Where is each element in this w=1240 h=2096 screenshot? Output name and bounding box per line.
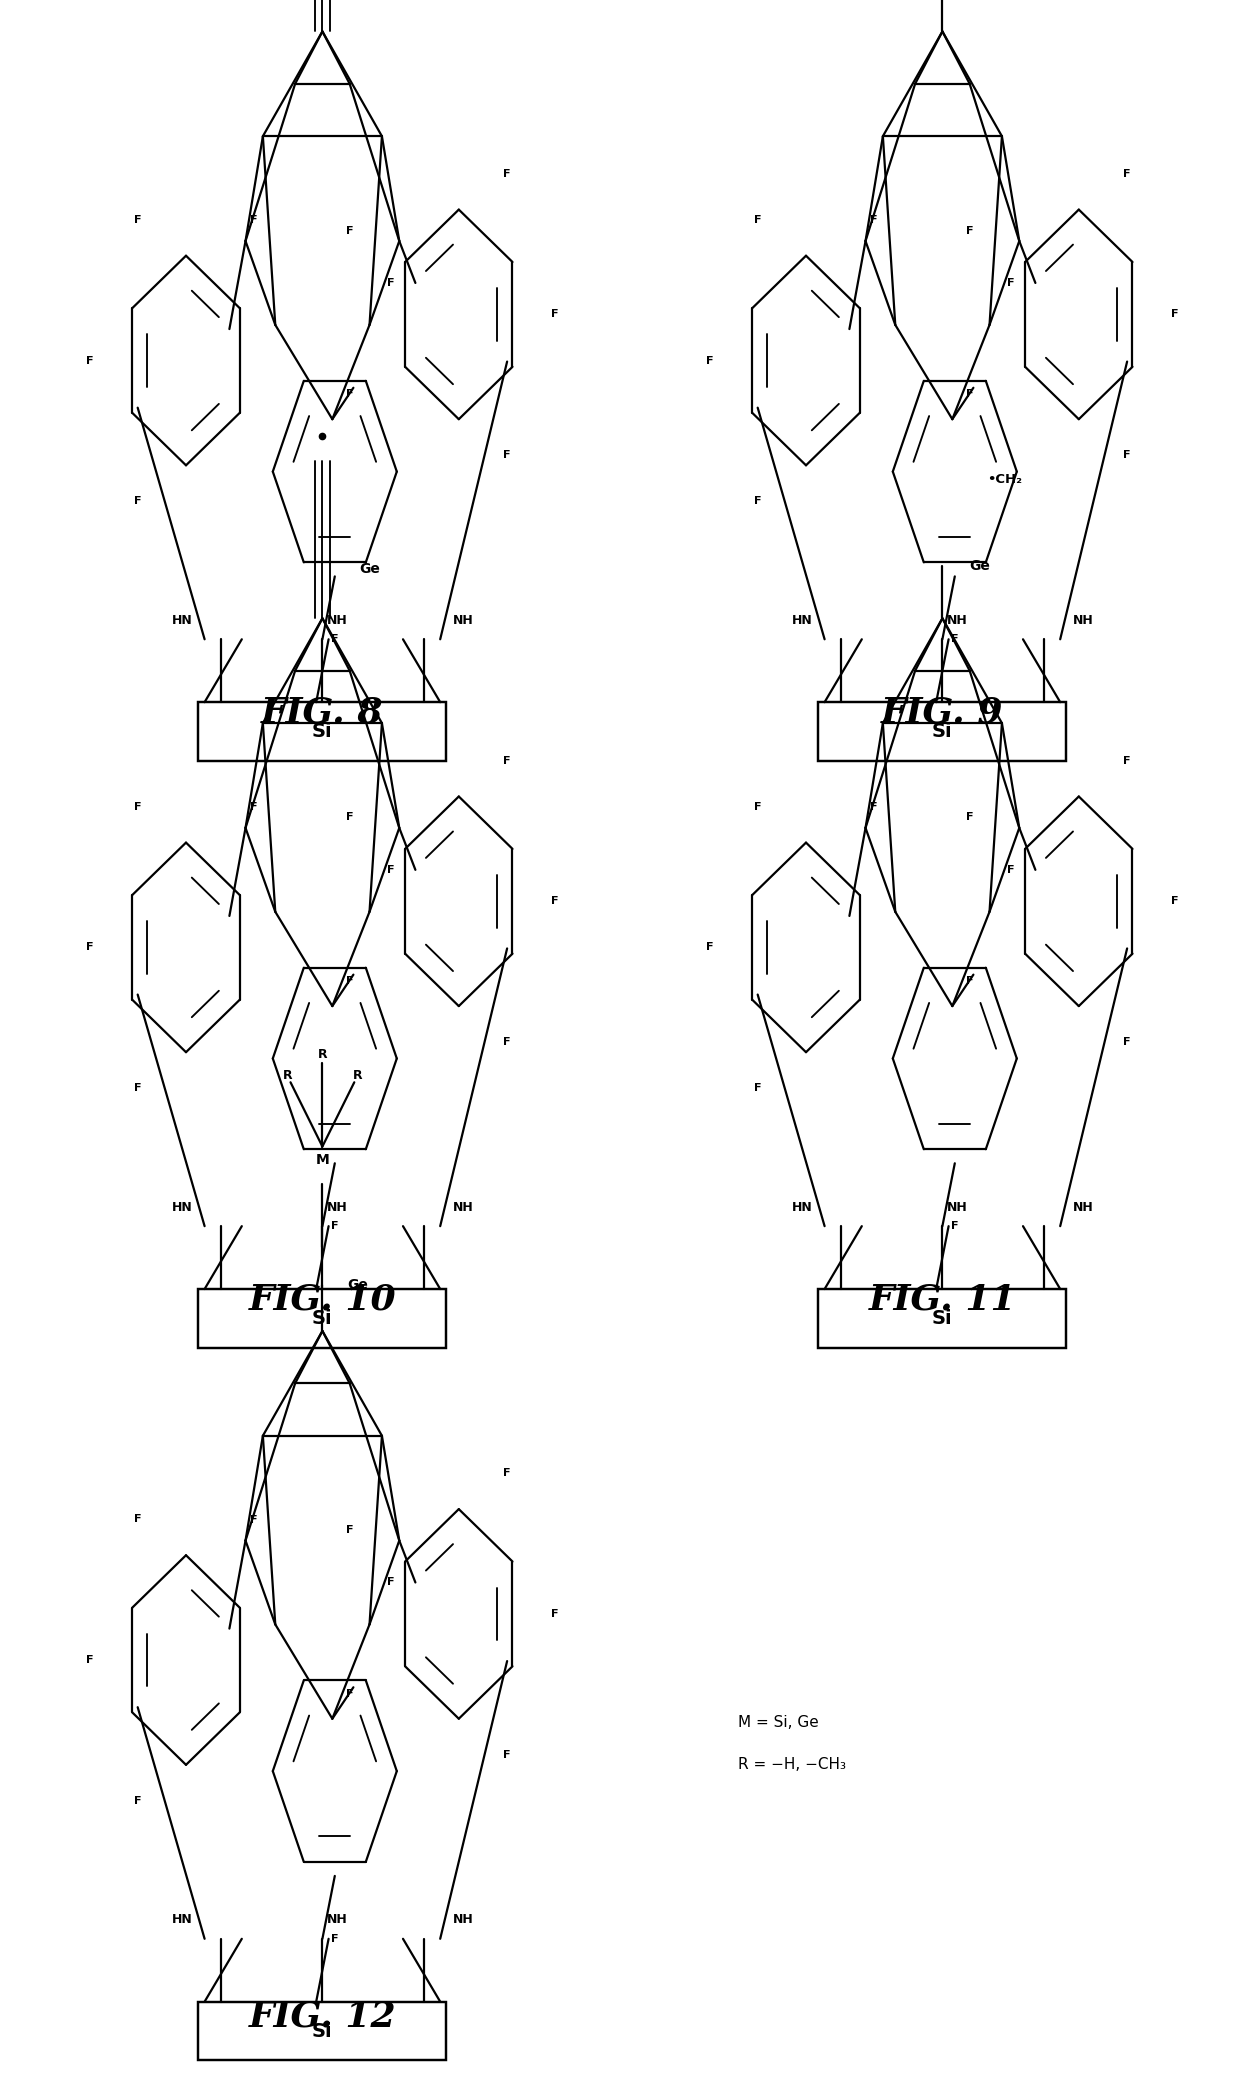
Text: NH: NH xyxy=(947,1201,967,1214)
Text: F: F xyxy=(754,497,761,507)
Text: F: F xyxy=(966,226,973,235)
Text: F: F xyxy=(503,168,511,178)
Text: M: M xyxy=(315,1153,330,1167)
Text: F: F xyxy=(551,310,559,319)
Text: F: F xyxy=(706,356,714,365)
Text: F: F xyxy=(503,451,511,461)
Text: Si: Si xyxy=(312,721,332,742)
Text: NH: NH xyxy=(327,1201,347,1214)
Text: F: F xyxy=(966,390,973,398)
Text: F: F xyxy=(1123,755,1131,765)
Text: F: F xyxy=(951,1222,959,1230)
Text: F: F xyxy=(250,216,258,224)
Text: F: F xyxy=(134,497,141,507)
Text: NH: NH xyxy=(453,1914,474,1926)
Text: F: F xyxy=(951,635,959,643)
Bar xyxy=(818,1289,1066,1348)
Text: FIG. 8: FIG. 8 xyxy=(262,696,383,729)
Text: Si: Si xyxy=(312,1308,332,1329)
Text: NH: NH xyxy=(327,614,347,627)
Text: F: F xyxy=(346,390,353,398)
Text: F: F xyxy=(870,216,878,224)
Text: FIG. 10: FIG. 10 xyxy=(248,1283,397,1316)
Text: Si: Si xyxy=(932,1308,952,1329)
Text: F: F xyxy=(387,279,394,287)
Text: HN: HN xyxy=(171,1201,192,1214)
Text: HN: HN xyxy=(791,1201,812,1214)
Text: F: F xyxy=(754,214,761,224)
Text: F: F xyxy=(503,1467,511,1478)
Text: NH: NH xyxy=(453,614,474,627)
Text: F: F xyxy=(1171,897,1179,905)
Text: F: F xyxy=(551,1610,559,1618)
Text: M = Si, Ge: M = Si, Ge xyxy=(738,1715,818,1731)
Text: HN: HN xyxy=(171,614,192,627)
Text: F: F xyxy=(1123,451,1131,461)
Text: F: F xyxy=(503,1750,511,1761)
Text: NH: NH xyxy=(947,614,967,627)
Text: F: F xyxy=(134,1084,141,1094)
Text: F: F xyxy=(134,214,141,224)
Text: F: F xyxy=(503,1038,511,1048)
Text: R = −H, −CH₃: R = −H, −CH₃ xyxy=(738,1756,846,1773)
Bar xyxy=(198,2002,446,2060)
Text: F: F xyxy=(870,803,878,811)
Text: NH: NH xyxy=(327,1914,347,1926)
Text: Ge: Ge xyxy=(360,562,381,576)
Text: F: F xyxy=(966,977,973,985)
Text: F: F xyxy=(346,813,353,822)
Text: F: F xyxy=(250,1515,258,1524)
Text: F: F xyxy=(1123,168,1131,178)
Text: F: F xyxy=(86,1656,94,1664)
Text: F: F xyxy=(346,1689,353,1698)
Text: F: F xyxy=(706,943,714,952)
Text: R: R xyxy=(317,1048,327,1061)
Text: R: R xyxy=(283,1069,293,1082)
Text: F: F xyxy=(331,635,339,643)
Bar xyxy=(198,1289,446,1348)
Text: F: F xyxy=(387,1578,394,1587)
Text: Ge: Ge xyxy=(970,560,991,572)
Text: F: F xyxy=(331,1222,339,1230)
Text: FIG. 9: FIG. 9 xyxy=(882,696,1003,729)
Text: F: F xyxy=(346,977,353,985)
Text: F: F xyxy=(754,1084,761,1094)
Text: F: F xyxy=(346,226,353,235)
Text: F: F xyxy=(966,813,973,822)
Text: Ge: Ge xyxy=(347,1279,368,1291)
Text: F: F xyxy=(1007,279,1014,287)
Text: F: F xyxy=(1123,1038,1131,1048)
Bar xyxy=(818,702,1066,761)
Text: F: F xyxy=(134,801,141,811)
Text: F: F xyxy=(551,897,559,905)
Text: HN: HN xyxy=(791,614,812,627)
Text: Si: Si xyxy=(312,2021,332,2042)
Text: F: F xyxy=(134,1513,141,1524)
Text: F: F xyxy=(86,943,94,952)
Text: F: F xyxy=(346,1526,353,1534)
Text: FIG. 12: FIG. 12 xyxy=(248,2000,397,2033)
Text: NH: NH xyxy=(1073,614,1094,627)
Text: NH: NH xyxy=(453,1201,474,1214)
Text: F: F xyxy=(503,755,511,765)
Text: F: F xyxy=(754,801,761,811)
Text: •CH₂: •CH₂ xyxy=(987,474,1022,486)
Text: F: F xyxy=(86,356,94,365)
Text: F: F xyxy=(1007,866,1014,874)
Text: F: F xyxy=(250,803,258,811)
Text: F: F xyxy=(1171,310,1179,319)
Text: HN: HN xyxy=(171,1914,192,1926)
Text: F: F xyxy=(331,1935,339,1943)
Bar xyxy=(198,702,446,761)
Text: Si: Si xyxy=(932,721,952,742)
Text: R: R xyxy=(352,1069,362,1082)
Text: F: F xyxy=(134,1796,141,1807)
Text: NH: NH xyxy=(1073,1201,1094,1214)
Text: FIG. 11: FIG. 11 xyxy=(868,1283,1017,1316)
Text: F: F xyxy=(387,866,394,874)
